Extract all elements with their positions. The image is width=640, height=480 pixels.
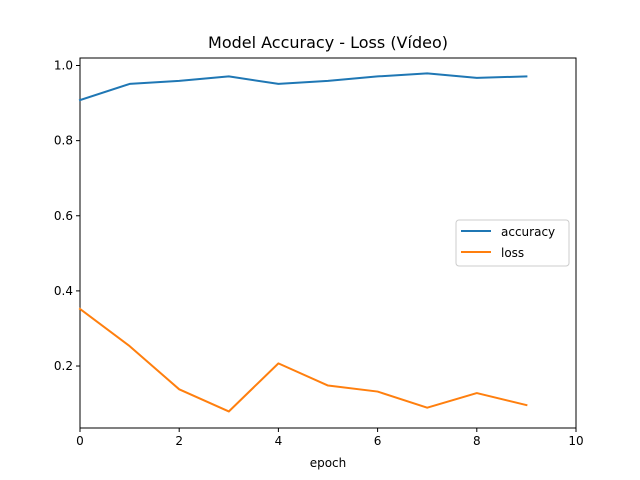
x-tick-label: 2	[175, 434, 183, 448]
legend: accuracy loss	[455, 219, 570, 267]
y-axis-ticks: 0.2 0.4 0.6 0.8 1.0	[54, 59, 80, 373]
x-tick-label: 8	[473, 434, 481, 448]
series-line-accuracy	[78, 72, 528, 102]
x-tick-label: 10	[568, 434, 583, 448]
x-tick-label: 4	[275, 434, 283, 448]
plot-area	[79, 57, 577, 429]
series-lines	[78, 72, 528, 413]
y-tick-label: 0.2	[54, 359, 73, 373]
y-tick-label: 0.4	[54, 284, 73, 298]
chart-title: Model Accuracy - Loss (Vídeo)	[208, 33, 448, 52]
x-tick-label: 6	[374, 434, 382, 448]
legend-label-accuracy: accuracy	[501, 225, 555, 239]
x-axis-ticks: 0 2 4 6 8 10	[76, 428, 584, 448]
legend-label-loss: loss	[501, 246, 524, 260]
y-tick-label: 1.0	[54, 59, 73, 73]
x-tick-label: 0	[76, 434, 84, 448]
series-line-loss	[78, 307, 528, 413]
y-tick-label: 0.6	[54, 209, 73, 223]
x-axis-label: epoch	[310, 456, 347, 470]
y-tick-label: 0.8	[54, 134, 73, 148]
